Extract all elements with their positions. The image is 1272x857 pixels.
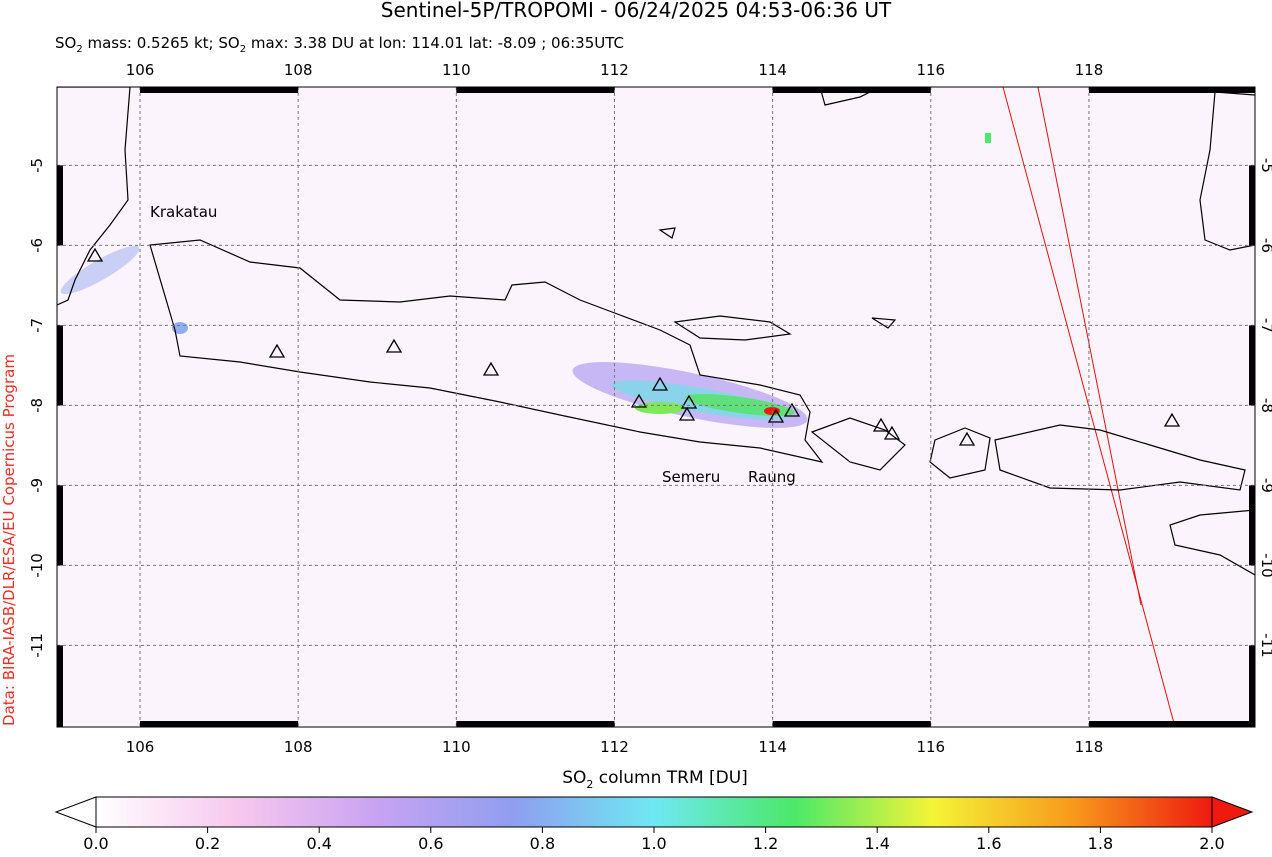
colorbar-label-part: SO: [562, 768, 586, 788]
x-tick-label: 116: [916, 738, 945, 756]
frame-segment: [57, 325, 63, 406]
x-tick-label: 114: [758, 61, 787, 79]
map-frame: [56, 86, 1256, 728]
colorbar-tick-label: 1.2: [753, 834, 778, 853]
y-tick-label: -8: [1258, 398, 1272, 413]
colorbar-tick-label: 0.4: [306, 834, 331, 853]
frame-segment: [57, 645, 63, 727]
frame-segment: [456, 87, 615, 93]
colorbar-under: [54, 796, 97, 828]
frame-segment: [140, 721, 299, 727]
x-tick-label: 112: [600, 738, 629, 756]
subtitle: SO2 mass: 0.5265 kt; SO2 max: 3.38 DU at…: [55, 34, 624, 55]
subtitle-part: 2: [240, 44, 246, 55]
x-tick-label: 106: [126, 738, 155, 756]
y-tick-label: -7: [1258, 318, 1272, 333]
y-tick-label: -6: [28, 238, 46, 253]
colorbar-label-part: column TRM [DU]: [593, 768, 747, 788]
y-tick-label: -6: [1258, 238, 1272, 253]
x-tick-label: 112: [600, 61, 629, 79]
frame-segment: [1249, 485, 1255, 566]
frame-segment: [456, 721, 615, 727]
x-tick-label: 118: [1075, 61, 1104, 79]
y-tick-label: -7: [28, 318, 46, 333]
volcanoes: [86, 247, 1181, 446]
y-tick-label: -11: [1258, 633, 1272, 658]
y-tick-label: -5: [28, 158, 46, 173]
credit: Data: BIRA-IASB/DLR/ESA/EU Copernicus Pr…: [0, 354, 18, 726]
x-tick-label: 106: [126, 61, 155, 79]
colorbar-tick-label: 1.4: [864, 834, 889, 853]
volcano-label: Raung: [748, 468, 796, 486]
x-tick-label: 110: [442, 738, 471, 756]
colorbar-tick-label: 0.6: [418, 834, 443, 853]
colorbar-tick-label: 0.2: [195, 834, 220, 853]
x-tick-label: 110: [442, 61, 471, 79]
x-tick-label: 114: [758, 738, 787, 756]
frame-segment: [772, 87, 931, 93]
frame-segment: [1088, 87, 1255, 93]
y-tick-label: -5: [1258, 158, 1272, 173]
frame-segment: [57, 485, 63, 566]
title: Sentinel-5P/TROPOMI - 06/24/2025 04:53-0…: [381, 0, 892, 22]
subtitle-part: 2: [76, 44, 82, 55]
y-tick-label: -10: [28, 553, 46, 578]
volcano-label: Semeru: [662, 468, 720, 486]
frame-segment: [1088, 721, 1255, 727]
colorbar-tick-label: 0.0: [83, 834, 108, 853]
y-tick-label: -11: [28, 633, 46, 658]
x-tick-label: 108: [284, 61, 313, 79]
x-tick-label: 116: [916, 61, 945, 79]
y-tick-label: -8: [28, 398, 46, 413]
frame-segment: [772, 721, 931, 727]
colorbar-tick-label: 1.6: [976, 834, 1001, 853]
colorbar-tick-label: 2.0: [1199, 834, 1224, 853]
volcano-label: Krakatau: [150, 203, 217, 221]
colorbar: [95, 796, 1213, 828]
colorbar-label: SO2 column TRM [DU]: [562, 768, 748, 791]
frame-segment: [1249, 645, 1255, 727]
so2-plume: [60, 133, 991, 428]
subtitle-part: SO: [55, 34, 76, 52]
frame-segment: [1249, 165, 1255, 246]
colorbar-tick-label: 1.8: [1088, 834, 1113, 853]
colorbar-over: [1211, 796, 1254, 828]
frame-segment: [1249, 325, 1255, 406]
subtitle-part: max: 3.38 DU at lon: 114.01 lat: -8.09 ;…: [246, 34, 624, 52]
colorbar-label-part: 2: [586, 778, 593, 791]
colorbar-tick-label: 0.8: [530, 834, 555, 853]
x-tick-label: 118: [1075, 738, 1104, 756]
frame-segment: [140, 87, 299, 93]
y-tick-label: -9: [28, 478, 46, 493]
y-tick-label: -10: [1258, 553, 1272, 578]
x-tick-label: 108: [284, 738, 313, 756]
colorbar-tick-label: 1.0: [641, 834, 666, 853]
frame-segment: [57, 165, 63, 246]
y-tick-label: -9: [1258, 478, 1272, 493]
subtitle-part: mass: 0.5265 kt; SO: [83, 34, 240, 52]
